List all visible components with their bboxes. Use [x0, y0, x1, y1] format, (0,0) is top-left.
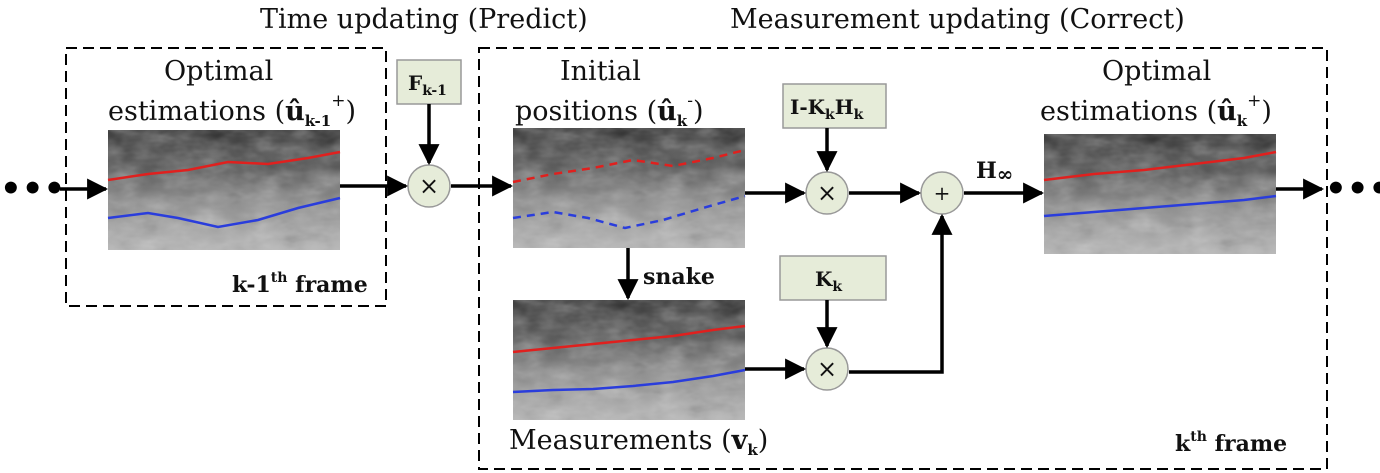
right-title-line2: estimations (ûk+) — [1040, 91, 1272, 130]
k-operator-label: Kk — [815, 267, 842, 295]
right-ultrasound-image — [1043, 134, 1277, 254]
left-frame-k: k-1 — [232, 272, 271, 298]
arrows — [60, 104, 1325, 380]
right-lower-contour — [1043, 194, 1277, 218]
multiply-symbol-measure: × — [817, 355, 837, 383]
right-title-close: ) — [1261, 96, 1272, 127]
left-ultrasound-image — [107, 130, 341, 250]
left-title-text: estimations ( — [108, 96, 285, 127]
ikh-sub1: k — [825, 107, 835, 123]
k-main: K — [815, 267, 833, 291]
ikh-part2: H — [835, 95, 854, 119]
initial-text: positions ( — [515, 96, 657, 127]
ikh-part1: I-K — [790, 95, 826, 119]
left-title-close: ) — [345, 96, 356, 127]
left-lower-contour — [107, 196, 341, 229]
ikh-sub2: k — [854, 107, 864, 123]
right-frame-k: k — [1175, 431, 1191, 457]
f-main: F — [408, 71, 422, 95]
left-frame-suffix: frame — [287, 272, 367, 298]
right-upper-contour — [1043, 150, 1277, 182]
left-frame-sup: th — [271, 270, 288, 286]
left-frame-label: k-1th frame — [232, 270, 368, 298]
right-title-sup: + — [1247, 91, 1261, 111]
current-frame-box — [478, 47, 1328, 470]
header-predict: Time updating (Predict) — [260, 4, 588, 35]
left-title-sub: k-1 — [305, 112, 331, 130]
ellipsis-right: ••• — [1325, 169, 1380, 209]
ellipsis-left: ••• — [0, 169, 65, 209]
f-operator-box — [396, 59, 462, 105]
initial-title-line2: positions (ûk-) — [515, 91, 703, 130]
measurements-label: Measurements (vk) — [509, 425, 768, 459]
measurements-close: ) — [758, 425, 769, 456]
previous-frame-box — [65, 47, 387, 307]
initial-sup: - — [687, 91, 693, 111]
multiply-symbol-predict: × — [419, 172, 439, 200]
ikh-operator-box — [782, 83, 887, 129]
header-correct: Measurement updating (Correct) — [730, 4, 1185, 35]
right-title-text: estimations ( — [1040, 96, 1217, 127]
measurements-text: Measurements ( — [509, 425, 732, 456]
left-title-symbol: û — [285, 96, 305, 127]
ikh-operator-label: I-KkHk — [790, 95, 864, 123]
measurements-sub: k — [747, 441, 758, 459]
initial-upper-contour — [512, 148, 746, 184]
plus-symbol: + — [934, 181, 951, 205]
initial-close: ) — [693, 96, 704, 127]
h-infinity-main: H — [976, 158, 997, 184]
left-title-line2: estimations (ûk-1+) — [108, 91, 356, 130]
left-title-line1: Optimal — [164, 56, 273, 87]
measurement-lower-contour — [512, 368, 746, 394]
left-upper-contour — [107, 150, 341, 182]
k-sub: k — [832, 279, 842, 295]
right-title-symbol: û — [1217, 96, 1237, 127]
arrow-measure-multiply-to-plus — [849, 213, 953, 374]
right-title-line1: Optimal — [1102, 56, 1211, 87]
right-title-sub: k — [1237, 112, 1248, 130]
right-frame-sup: th — [1190, 429, 1207, 445]
multiply-symbol-gain: × — [817, 179, 837, 207]
right-frame-suffix: frame — [1207, 431, 1287, 457]
left-title-sup: + — [331, 91, 345, 111]
f-sub: k-1 — [422, 83, 447, 99]
measurement-ultrasound-image — [512, 300, 746, 420]
h-infinity-label: H∞ — [976, 158, 1013, 186]
initial-lower-contour — [512, 194, 746, 230]
f-operator-label: Fk-1 — [408, 71, 447, 99]
snake-label: snake — [643, 264, 715, 290]
initial-symbol: û — [657, 96, 677, 127]
initial-title-line1: Initial — [560, 56, 641, 87]
initial-ultrasound-image — [512, 128, 746, 248]
measurements-symbol: v — [731, 425, 749, 456]
k-operator-box — [779, 255, 887, 301]
measurement-upper-contour — [512, 324, 746, 354]
initial-sub: k — [677, 112, 688, 130]
right-frame-label: kth frame — [1175, 429, 1287, 457]
h-infinity-sub: ∞ — [997, 162, 1014, 186]
